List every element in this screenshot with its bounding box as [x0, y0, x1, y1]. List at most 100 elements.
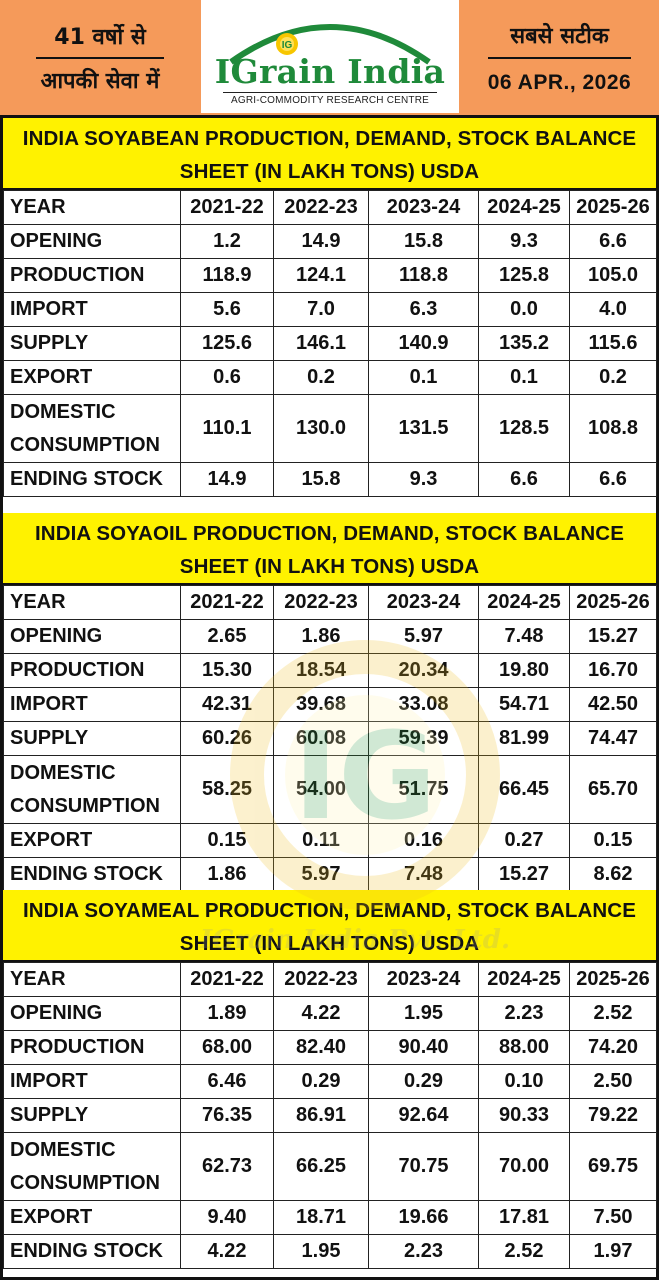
value-cell: 18.71: [273, 1200, 369, 1235]
value-cell: 88.00: [478, 1030, 570, 1065]
value-cell: 42.50: [569, 687, 657, 722]
row-label: DOMESTIC CONSUMPTION: [3, 755, 181, 824]
row-label: EXPORT: [3, 360, 181, 395]
year-cell: 2022-23: [273, 190, 369, 225]
value-cell: 0.6: [180, 360, 274, 395]
value-cell: 1.95: [273, 1234, 369, 1269]
value-cell: 6.6: [569, 224, 657, 259]
value-cell: 6.6: [569, 462, 657, 497]
table-row: PRODUCTION 118.9 124.1 118.8 125.8 105.0: [3, 258, 657, 293]
value-cell: 5.97: [273, 857, 369, 892]
value-cell: 7.0: [273, 292, 369, 327]
value-cell: 62.73: [180, 1132, 274, 1201]
table-row: ENDING STOCK 1.86 5.97 7.48 15.27 8.62: [3, 857, 657, 892]
tagline-accurate: सबसे सटीक: [488, 20, 631, 59]
row-label: ENDING STOCK: [3, 462, 181, 497]
soyabean-title: INDIA SOYABEAN PRODUCTION, DEMAND, STOCK…: [3, 118, 656, 190]
value-cell: 118.9: [180, 258, 274, 293]
value-cell: 74.47: [569, 721, 657, 756]
row-label: OPENING: [3, 996, 181, 1031]
value-cell: 0.15: [180, 823, 274, 858]
value-cell: 33.08: [368, 687, 479, 722]
value-cell: 68.00: [180, 1030, 274, 1065]
row-label: PRODUCTION: [3, 653, 181, 688]
value-cell: 9.40: [180, 1200, 274, 1235]
brand-logo: IG IGrain India AGRI-COMMODITY RESEARCH …: [201, 0, 459, 113]
soyameal-section: INDIA SOYAMEAL PRODUCTION, DEMAND, STOCK…: [0, 890, 659, 1280]
year-cell: 2025-26: [569, 962, 657, 997]
value-cell: 66.45: [478, 755, 570, 824]
year-cell: 2024-25: [478, 585, 570, 620]
value-cell: 15.30: [180, 653, 274, 688]
table-row: SUPPLY 60.26 60.08 59.39 81.99 74.47: [3, 721, 657, 756]
value-cell: 128.5: [478, 394, 570, 463]
table-row: EXPORT 0.15 0.11 0.16 0.27 0.15: [3, 823, 657, 858]
row-label: PRODUCTION: [3, 1030, 181, 1065]
value-cell: 70.75: [368, 1132, 479, 1201]
value-cell: 20.34: [368, 653, 479, 688]
value-cell: 7.50: [569, 1200, 657, 1235]
value-cell: 74.20: [569, 1030, 657, 1065]
table-row: EXPORT 9.40 18.71 19.66 17.81 7.50: [3, 1200, 657, 1235]
value-cell: 1.95: [368, 996, 479, 1031]
value-cell: 90.33: [478, 1098, 570, 1133]
value-cell: 58.25: [180, 755, 274, 824]
value-cell: 130.0: [273, 394, 369, 463]
row-label: EXPORT: [3, 823, 181, 858]
value-cell: 54.00: [273, 755, 369, 824]
value-cell: 60.26: [180, 721, 274, 756]
value-cell: 15.8: [273, 462, 369, 497]
year-cell: 2025-26: [569, 585, 657, 620]
table-row: OPENING 1.2 14.9 15.8 9.3 6.6: [3, 224, 657, 259]
value-cell: 0.10: [478, 1064, 570, 1099]
table-row: OPENING 1.89 4.22 1.95 2.23 2.52: [3, 996, 657, 1031]
value-cell: 2.23: [478, 996, 570, 1031]
soyameal-balance-table: YEAR 2021-22 2022-23 2023-24 2024-25 202…: [3, 962, 657, 1269]
value-cell: 1.86: [180, 857, 274, 892]
table-row: PRODUCTION 15.30 18.54 20.34 19.80 16.70: [3, 653, 657, 688]
value-cell: 15.27: [569, 619, 657, 654]
table-row: SUPPLY 125.6 146.1 140.9 135.2 115.6: [3, 326, 657, 361]
year-cell: 2023-24: [368, 585, 479, 620]
table-row: SUPPLY 76.35 86.91 92.64 90.33 79.22: [3, 1098, 657, 1133]
table-header-row: YEAR 2021-22 2022-23 2023-24 2024-25 202…: [3, 962, 657, 997]
year-cell: 2021-22: [180, 585, 274, 620]
value-cell: 0.29: [273, 1064, 369, 1099]
value-cell: 60.08: [273, 721, 369, 756]
soyaoil-balance-table: YEAR 2021-22 2022-23 2023-24 2024-25 202…: [3, 585, 657, 892]
value-cell: 66.25: [273, 1132, 369, 1201]
value-cell: 0.16: [368, 823, 479, 858]
table-row: DOMESTIC CONSUMPTION 62.73 66.25 70.75 7…: [3, 1132, 657, 1201]
value-cell: 79.22: [569, 1098, 657, 1133]
value-cell: 9.3: [368, 462, 479, 497]
row-label: IMPORT: [3, 292, 181, 327]
value-cell: 54.71: [478, 687, 570, 722]
row-label: IMPORT: [3, 687, 181, 722]
value-cell: 0.1: [478, 360, 570, 395]
value-cell: 82.40: [273, 1030, 369, 1065]
value-cell: 5.97: [368, 619, 479, 654]
value-cell: 125.8: [478, 258, 570, 293]
row-label: SUPPLY: [3, 326, 181, 361]
value-cell: 51.75: [368, 755, 479, 824]
logo-name: IGrain India: [214, 52, 446, 91]
value-cell: 39.68: [273, 687, 369, 722]
tagline-years: 41 वर्षो से: [36, 21, 164, 59]
value-cell: 8.62: [569, 857, 657, 892]
value-cell: 2.52: [569, 996, 657, 1031]
value-cell: 14.9: [180, 462, 274, 497]
soyaoil-title-line1: INDIA SOYAOIL PRODUCTION, DEMAND, STOCK …: [35, 522, 624, 545]
soyabean-title-line2: SHEET (IN LAKH TONS) USDA: [179, 160, 480, 183]
year-header: YEAR: [3, 585, 181, 620]
row-label: DOMESTIC CONSUMPTION: [3, 394, 181, 463]
value-cell: 2.23: [368, 1234, 479, 1269]
year-cell: 2024-25: [478, 190, 570, 225]
value-cell: 0.27: [478, 823, 570, 858]
soyabean-balance-table: YEAR 2021-22 2022-23 2023-24 2024-25 202…: [3, 190, 657, 497]
value-cell: 42.31: [180, 687, 274, 722]
table-row: EXPORT 0.6 0.2 0.1 0.1 0.2: [3, 360, 657, 395]
value-cell: 1.97: [569, 1234, 657, 1269]
value-cell: 16.70: [569, 653, 657, 688]
value-cell: 19.80: [478, 653, 570, 688]
value-cell: 19.66: [368, 1200, 479, 1235]
